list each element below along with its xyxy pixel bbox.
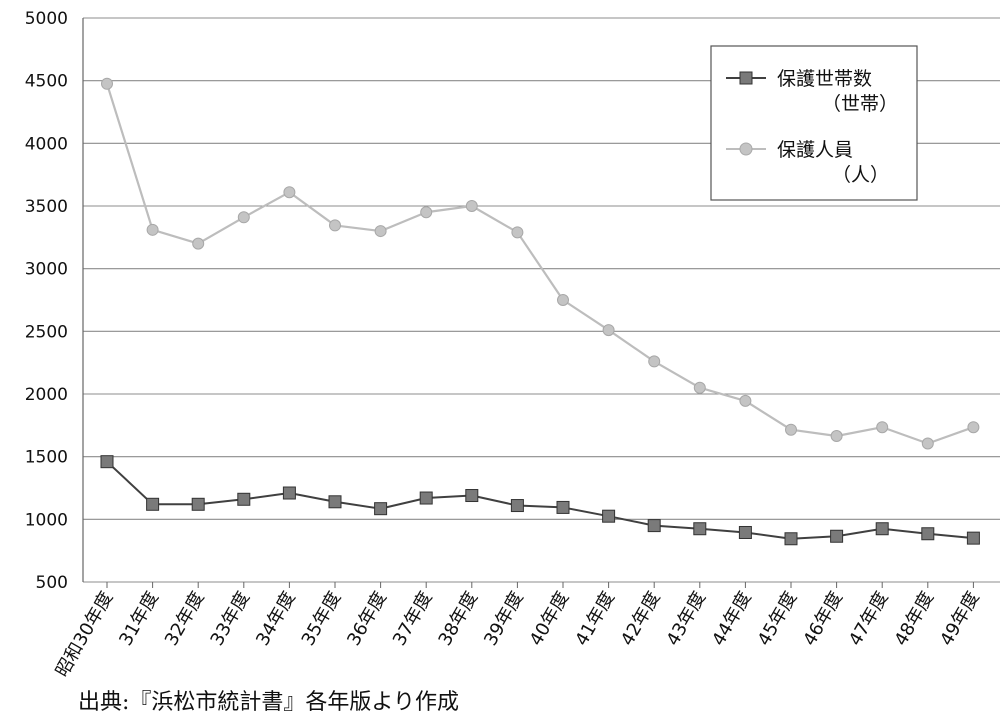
data-point-persons	[739, 394, 752, 407]
data-point-persons	[237, 211, 250, 224]
data-point-persons	[648, 355, 661, 368]
x-tick-label: 41年度	[571, 588, 619, 650]
data-point-persons	[146, 223, 159, 236]
legend-label-persons-1: 保護人員	[777, 139, 853, 161]
series-line-persons	[105, 83, 974, 445]
data-point-households	[830, 529, 844, 543]
x-tick-label: 49年度	[936, 588, 984, 650]
legend: 保護世帯数 （世帯） 保護人員 （人）	[710, 45, 918, 201]
data-point-persons	[693, 381, 706, 394]
y-tick-label: 4000	[25, 134, 68, 154]
y-tick-label: 1000	[25, 510, 68, 530]
x-axis-tick-labels: 昭和30年度31年度32年度33年度34年度35年度36年度37年度38年度39…	[52, 588, 984, 681]
data-point-persons	[830, 429, 843, 442]
data-point-persons	[374, 225, 387, 238]
data-point-households	[374, 502, 388, 516]
data-point-persons	[465, 200, 478, 212]
data-point-households	[693, 522, 707, 536]
data-point-households	[419, 491, 433, 505]
data-point-households	[921, 527, 935, 541]
x-tick-label: 38年度	[434, 588, 482, 650]
data-point-households	[966, 531, 980, 545]
y-tick-label: 500	[36, 573, 68, 593]
data-point-households	[328, 495, 342, 509]
data-point-households	[282, 486, 296, 500]
x-tick-label: 43年度	[662, 588, 710, 650]
x-tick-label: 44年度	[708, 588, 756, 650]
data-point-households	[146, 497, 160, 511]
data-point-households	[191, 497, 205, 511]
x-tick-label: 48年度	[890, 588, 938, 650]
series-line-households	[106, 460, 974, 540]
x-tick-label: 37年度	[389, 588, 437, 650]
series-markers	[100, 77, 980, 546]
data-point-households	[100, 455, 114, 469]
data-point-households	[602, 509, 616, 523]
x-tick-label: 31年度	[115, 588, 163, 650]
y-tick-label: 2500	[25, 322, 68, 342]
x-tick-label: 昭和30年度	[52, 588, 118, 681]
data-point-households	[237, 492, 251, 506]
x-tick-label: 42年度	[617, 588, 665, 650]
data-point-persons	[785, 423, 797, 436]
x-tick-label: 35年度	[298, 588, 346, 650]
y-tick-label: 5000	[25, 9, 68, 29]
data-point-households	[875, 522, 889, 536]
data-point-households	[556, 500, 570, 514]
data-point-persons	[420, 206, 433, 219]
x-tick-label: 47年度	[845, 588, 893, 650]
y-tick-label: 4500	[25, 72, 68, 92]
y-tick-label: 3000	[25, 260, 68, 280]
data-point-households	[784, 532, 798, 546]
series-lines	[105, 83, 974, 540]
legend-marker-persons	[739, 142, 753, 156]
data-point-households	[510, 499, 524, 513]
y-tick-label: 2000	[25, 385, 68, 405]
data-point-persons	[921, 437, 934, 450]
x-tick-label: 36年度	[343, 588, 391, 650]
x-tick-label: 34年度	[252, 588, 300, 650]
y-tick-label: 3500	[25, 197, 68, 217]
source-note: 出典:『浜松市統計書』各年版より作成	[78, 690, 459, 715]
data-point-households	[738, 525, 752, 539]
data-point-persons	[283, 186, 296, 199]
x-tick-label: 39年度	[480, 588, 528, 650]
legend-label-persons-2: （人）	[832, 164, 889, 186]
data-point-households	[465, 489, 479, 503]
axes	[82, 18, 974, 588]
data-point-persons	[511, 226, 524, 239]
legend-label-households-1: 保護世帯数	[777, 68, 872, 90]
y-tick-label: 1500	[25, 448, 68, 468]
legend-label-households-2: （世帯）	[822, 93, 898, 115]
data-point-persons	[192, 237, 205, 250]
x-tick-label: 32年度	[161, 588, 209, 650]
data-point-persons	[967, 421, 980, 434]
data-point-households	[647, 519, 661, 533]
x-tick-label: 33年度	[206, 588, 254, 650]
x-tick-label: 45年度	[754, 588, 802, 650]
y-axis-tick-labels: 500 1000 1500 2000 2500 3000 3500 4000 4500 5000	[25, 9, 68, 593]
x-tick-label: 40年度	[526, 588, 574, 650]
x-tick-label: 46年度	[799, 588, 847, 650]
data-point-persons	[329, 219, 341, 232]
data-point-persons	[876, 421, 889, 434]
legend-marker-households	[739, 71, 753, 85]
data-point-persons	[602, 324, 615, 337]
data-point-persons	[557, 294, 569, 306]
data-point-persons	[101, 77, 113, 90]
